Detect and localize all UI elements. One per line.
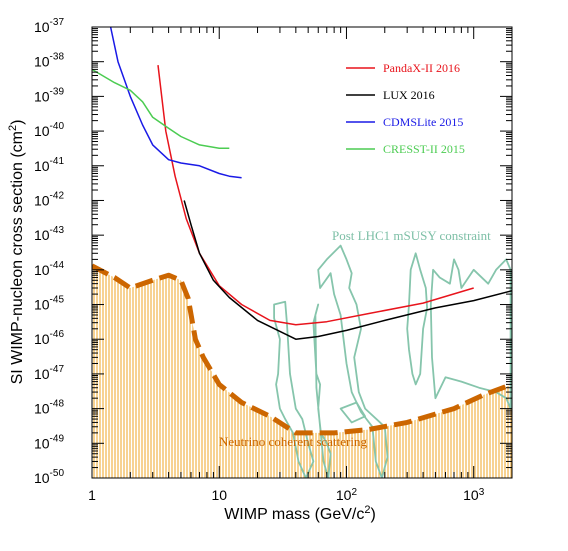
y-axis-title: SI WIMP-nucleon cross section (cm2): [7, 120, 26, 385]
neutrino-annotation: Neutrino coherent scattering: [219, 434, 367, 449]
y-tick-label: 10-46: [34, 329, 64, 347]
legend-label: CRESST-II 2015: [383, 142, 465, 156]
series-line-lux-2016: [183, 200, 512, 340]
legend-label: CDMSLite 2015: [383, 115, 463, 129]
y-tick-label: 10-40: [34, 121, 64, 139]
y-tick-label: 10-37: [34, 17, 64, 35]
msusy-annotation: Post LHC1 mSUSY constraint: [332, 228, 491, 243]
series-line-pandax-ii-2016: [157, 65, 474, 326]
y-tick-label: 10-50: [34, 468, 64, 486]
axes: 1 10 102 103 10-37 10-38 10-39 10-40 10-41 10-42 1…: [34, 17, 513, 504]
y-tick-label: 10-38: [34, 52, 64, 70]
msusy-contour-1: [273, 300, 315, 478]
msusy-contour-6: [339, 401, 366, 424]
legend: PandaX-II 2016 LUX 2016 CDMSLite 2015 CRESS…: [346, 61, 465, 156]
y-tick-label: 10-49: [34, 433, 64, 451]
y-tick-label: 10-44: [34, 260, 64, 278]
x-axis-title: WIMP mass (GeV/c2): [224, 504, 376, 523]
msusy-contour-3: [317, 244, 389, 478]
msusy-contour-4: [406, 252, 428, 386]
y-tick-label: 10-48: [34, 399, 64, 417]
annotations: Post LHC1 mSUSY constraint Neutrino coher…: [219, 228, 491, 449]
legend-label: PandaX-II 2016: [383, 61, 460, 75]
x-tick-label: 1: [88, 487, 96, 503]
plot-frame: [91, 26, 513, 479]
series-line-neutrino-coherent-scattering: [92, 263, 512, 436]
x-tick-label: 103: [463, 487, 485, 504]
series-line-cresst-ii-2015: [92, 68, 230, 149]
y-tick-label: 10-39: [34, 86, 64, 104]
x-tick-label: 102: [336, 487, 358, 504]
series-line-cdmslite-2015: [109, 27, 242, 179]
y-tick-label: 10-45: [34, 295, 64, 313]
y-tick-label: 10-47: [34, 364, 64, 382]
y-tick-label: 10-43: [34, 225, 64, 243]
y-tick-label: 10-42: [34, 190, 64, 208]
msusy-contour-2: [312, 303, 332, 478]
x-tick-label: 10: [211, 487, 227, 503]
y-tick-label: 10-41: [34, 156, 64, 174]
plot-area: [92, 27, 512, 478]
legend-label: LUX 2016: [383, 88, 435, 102]
